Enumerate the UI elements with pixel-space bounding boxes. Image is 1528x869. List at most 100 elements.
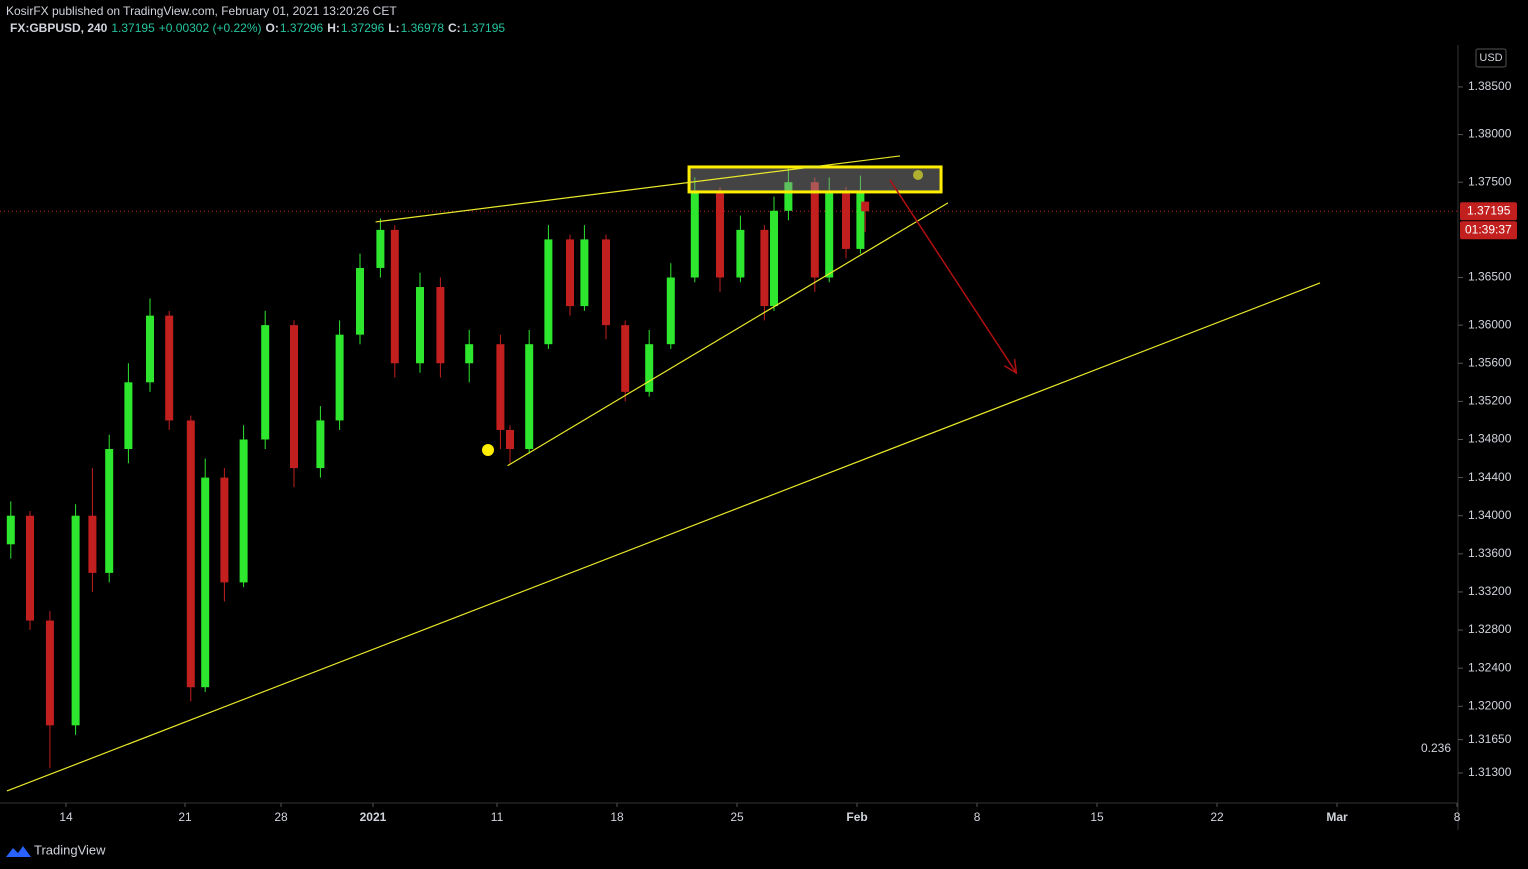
candle-body — [770, 210, 778, 307]
candle-body — [690, 191, 699, 278]
candle-body — [760, 229, 769, 307]
brand: TradingView — [34, 842, 106, 857]
candle-body — [506, 429, 514, 450]
y-tick-label: 1.36000 — [1468, 317, 1512, 331]
candle-body — [316, 420, 325, 469]
header-field: O: — [266, 21, 279, 35]
candle-body — [45, 620, 54, 726]
candle-body — [356, 267, 364, 335]
x-tick-label: Feb — [846, 810, 867, 824]
header-field: 1.37296 — [341, 21, 385, 35]
header-field: FX:GBPUSD, 240 — [10, 21, 108, 35]
y-tick-label: 1.36500 — [1468, 270, 1512, 284]
currency-box — [1475, 48, 1507, 68]
candle-body — [810, 182, 819, 278]
y-tick-label: 1.34400 — [1468, 470, 1512, 484]
last-price-label: 1.37195 — [1467, 203, 1511, 217]
y-tick-label: 1.33600 — [1468, 546, 1512, 560]
last-price-box — [1460, 202, 1517, 221]
candle-body — [146, 315, 154, 383]
x-tick-label: 11 — [491, 810, 504, 824]
candle-body — [290, 325, 298, 469]
candle-body — [842, 191, 850, 249]
candle-body — [239, 439, 248, 583]
candle-body — [566, 239, 574, 307]
candle-body — [716, 191, 724, 278]
candle-body — [390, 229, 399, 364]
header-field: 1.37195 — [462, 21, 506, 35]
candle-body — [416, 287, 424, 364]
candle-body — [436, 287, 445, 364]
candle-body — [165, 315, 174, 421]
y-tick-label: 1.38000 — [1468, 127, 1512, 141]
arrow — [889, 179, 1018, 375]
header-field: L: — [388, 21, 399, 35]
y-tick-label: 1.31300 — [1468, 765, 1512, 779]
header-field: 1.36978 — [401, 21, 445, 35]
countdown-label: 01:39:37 — [1465, 222, 1512, 236]
y-tick-label: 1.33200 — [1468, 584, 1512, 598]
alarm-icon — [482, 444, 494, 456]
candle-body — [186, 420, 195, 688]
candle-body — [124, 382, 133, 450]
header-field: C: — [448, 21, 461, 35]
x-tick-label: 21 — [178, 810, 192, 824]
x-tick-label: 15 — [1090, 810, 1104, 824]
y-tick-label: 1.32000 — [1468, 698, 1512, 712]
x-tick-label: 8 — [1454, 810, 1461, 824]
x-tick-label: Mar — [1326, 810, 1348, 824]
symbol-line: FX:GBPUSD, 240 1.37195 +0.00302 (+0.22%) O:… — [10, 21, 505, 35]
candle-body — [525, 344, 534, 450]
x-tick-label: 8 — [974, 810, 981, 824]
x-tick-label: 28 — [274, 810, 288, 824]
candle-body — [105, 449, 114, 573]
trendline — [375, 155, 901, 223]
candle-body — [465, 344, 474, 364]
candle-body — [856, 191, 865, 249]
publisher: KosirFX published on TradingView.com, Fe… — [6, 4, 397, 18]
header-field: 1.37195 — [111, 21, 155, 35]
x-tick-label: 22 — [1210, 810, 1224, 824]
y-tick-label: 1.34800 — [1468, 432, 1512, 446]
candle-body — [645, 344, 654, 392]
candle-body — [335, 334, 344, 421]
candle-body — [26, 515, 34, 621]
candle-body — [544, 239, 553, 345]
candle-body — [71, 515, 80, 726]
candle-body — [861, 201, 870, 212]
y-tick-label: 1.35600 — [1468, 355, 1512, 369]
candle-body — [6, 515, 15, 545]
y-tick-label: 1.37500 — [1468, 174, 1512, 188]
y-tick-label: 1.32400 — [1468, 660, 1512, 674]
header-field: 1.37296 — [280, 21, 324, 35]
candle-body — [602, 239, 610, 326]
candle-body — [201, 477, 210, 688]
x-tick-label: 25 — [730, 810, 744, 824]
logo — [6, 846, 31, 857]
candle-body — [825, 191, 834, 278]
fib-label: 0.236 — [1421, 741, 1451, 755]
candle-body — [261, 325, 270, 440]
candle-body — [496, 344, 505, 430]
y-tick-label: 1.38500 — [1468, 79, 1512, 93]
resistance-zone — [687, 165, 943, 194]
x-tick-label: 14 — [59, 810, 73, 824]
y-tick-label: 1.34000 — [1468, 508, 1512, 522]
candle-body — [580, 239, 589, 307]
candle-body — [736, 229, 745, 278]
candle-body — [666, 277, 675, 345]
y-tick-label: 1.35200 — [1468, 394, 1512, 408]
candle-body — [784, 182, 793, 211]
x-tick-label: 2021 — [360, 810, 387, 824]
candle-body — [376, 229, 385, 268]
y-tick-label: 1.31650 — [1468, 732, 1512, 746]
candle-body — [621, 325, 630, 392]
x-tick-label: 18 — [610, 810, 624, 824]
header-field: H: — [327, 21, 340, 35]
y-tick-label: 1.32800 — [1468, 622, 1512, 636]
countdown-box — [1460, 221, 1517, 240]
candle-body — [88, 515, 97, 573]
header-field: +0.00302 (+0.22%) — [159, 21, 262, 35]
